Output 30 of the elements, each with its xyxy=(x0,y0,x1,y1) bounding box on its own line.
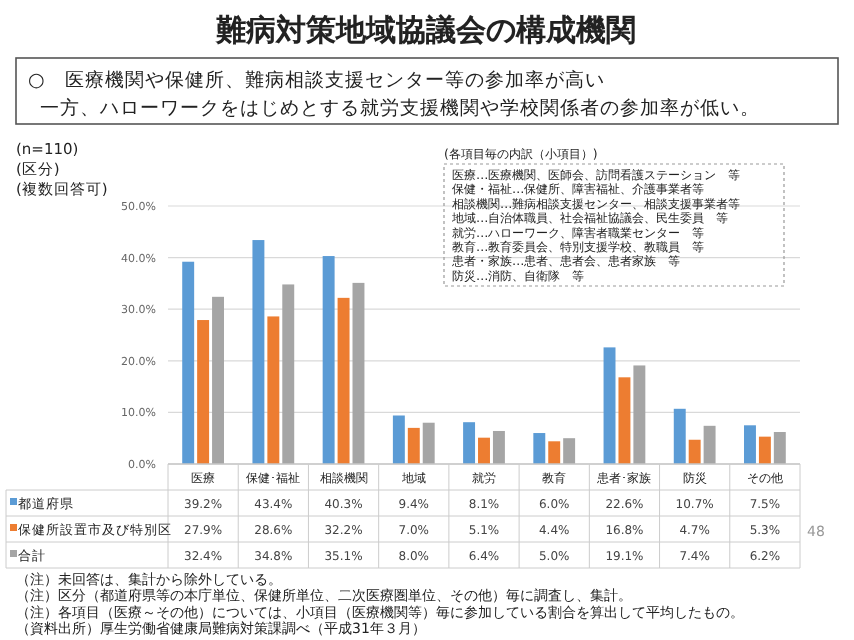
bar xyxy=(633,365,646,464)
bar xyxy=(703,425,716,464)
bar xyxy=(252,240,265,464)
bar xyxy=(688,439,701,464)
bar xyxy=(352,282,365,464)
bar xyxy=(478,437,490,464)
text: 一方、ハローワークをはじめとする就労支援機関や学校関係者の参加率が低い。 xyxy=(40,96,760,120)
bar xyxy=(618,377,631,464)
bar xyxy=(322,256,335,464)
bar xyxy=(492,430,505,464)
bar xyxy=(744,425,756,464)
bar xyxy=(407,427,420,464)
bar xyxy=(673,408,686,464)
bar xyxy=(212,296,224,464)
bar xyxy=(548,441,561,464)
bar xyxy=(267,316,280,464)
bar xyxy=(337,297,350,464)
bar xyxy=(463,422,476,464)
bar xyxy=(422,422,435,464)
bar xyxy=(197,320,210,464)
bar xyxy=(392,415,405,464)
bar xyxy=(282,284,295,464)
bar xyxy=(603,347,616,464)
chart-subtitle: ○ 医療機関や保健所、難病相談支援センター等の参加率が高い xyxy=(28,68,605,92)
bar xyxy=(182,261,195,464)
bar xyxy=(563,438,576,464)
bar xyxy=(773,432,786,464)
chart-title: 難病対策地域協議会の構成機関 xyxy=(214,12,636,48)
bar xyxy=(758,436,771,464)
bar xyxy=(533,433,546,464)
